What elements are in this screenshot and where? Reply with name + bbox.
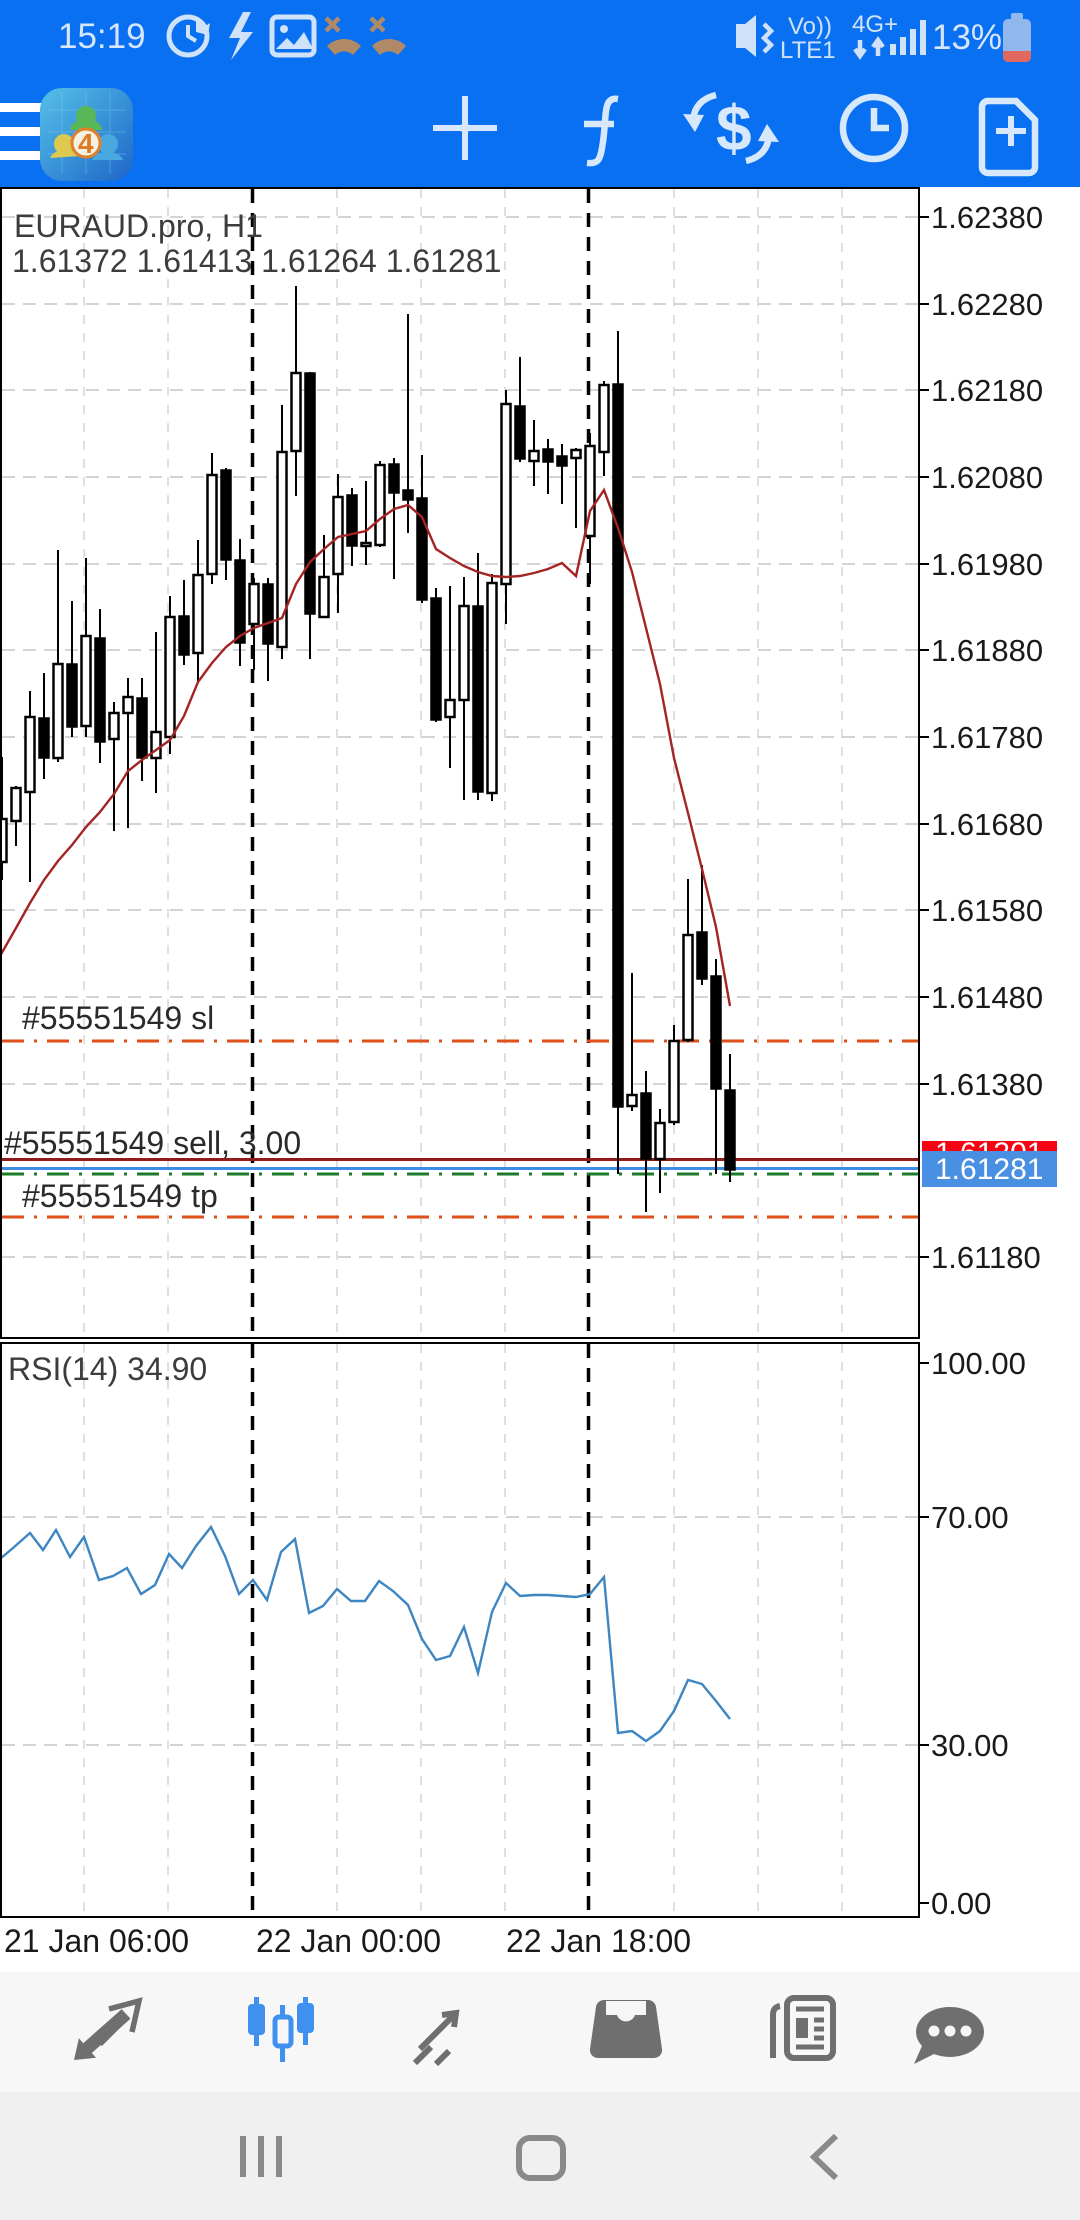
svg-text:1.61372 1.61413 1.61264 1.6128: 1.61372 1.61413 1.61264 1.61281 <box>12 243 501 279</box>
svg-text:1.61980: 1.61980 <box>931 547 1043 582</box>
svg-text:1.61580: 1.61580 <box>931 893 1043 928</box>
svg-text:1.62080: 1.62080 <box>931 460 1043 495</box>
svg-text:22 Jan 18:00: 22 Jan 18:00 <box>506 1923 691 1959</box>
svg-text:1.61380: 1.61380 <box>931 1067 1043 1102</box>
svg-text:1.62280: 1.62280 <box>931 287 1043 322</box>
svg-text:4G+: 4G+ <box>852 11 898 38</box>
svg-text:1.61680: 1.61680 <box>931 807 1043 842</box>
svg-text:13%: 13% <box>932 18 1002 57</box>
svg-text:LTE1: LTE1 <box>780 37 836 64</box>
svg-text:1.62180: 1.62180 <box>931 373 1043 408</box>
svg-text:30.00: 30.00 <box>931 1728 1009 1763</box>
svg-text:0.00: 0.00 <box>931 1886 991 1921</box>
svg-text:1.61281: 1.61281 <box>935 1153 1043 1186</box>
svg-text:#55551549 tp: #55551549 tp <box>22 1178 218 1214</box>
svg-text:100.00: 100.00 <box>931 1346 1026 1381</box>
svg-text:22 Jan 00:00: 22 Jan 00:00 <box>256 1923 441 1959</box>
svg-text:1.61880: 1.61880 <box>931 633 1043 668</box>
svg-text:$: $ <box>716 92 752 164</box>
svg-text:4: 4 <box>78 128 94 159</box>
svg-text:#55551549 sell, 3.00: #55551549 sell, 3.00 <box>4 1125 301 1161</box>
svg-text:RSI(14) 34.90: RSI(14) 34.90 <box>8 1351 207 1387</box>
svg-text:EURAUD.pro, H1: EURAUD.pro, H1 <box>14 208 263 244</box>
svg-text:21 Jan 06:00: 21 Jan 06:00 <box>4 1923 189 1959</box>
svg-text:1.62380: 1.62380 <box>931 200 1043 235</box>
svg-text:Vo)): Vo)) <box>788 13 832 40</box>
svg-text:15:19: 15:19 <box>58 17 146 56</box>
svg-text:#55551549 sl: #55551549 sl <box>22 1000 214 1036</box>
svg-text:1.61780: 1.61780 <box>931 720 1043 755</box>
svg-text:1.61480: 1.61480 <box>931 980 1043 1015</box>
svg-text:70.00: 70.00 <box>931 1500 1009 1535</box>
svg-text:1.61180: 1.61180 <box>931 1240 1041 1275</box>
